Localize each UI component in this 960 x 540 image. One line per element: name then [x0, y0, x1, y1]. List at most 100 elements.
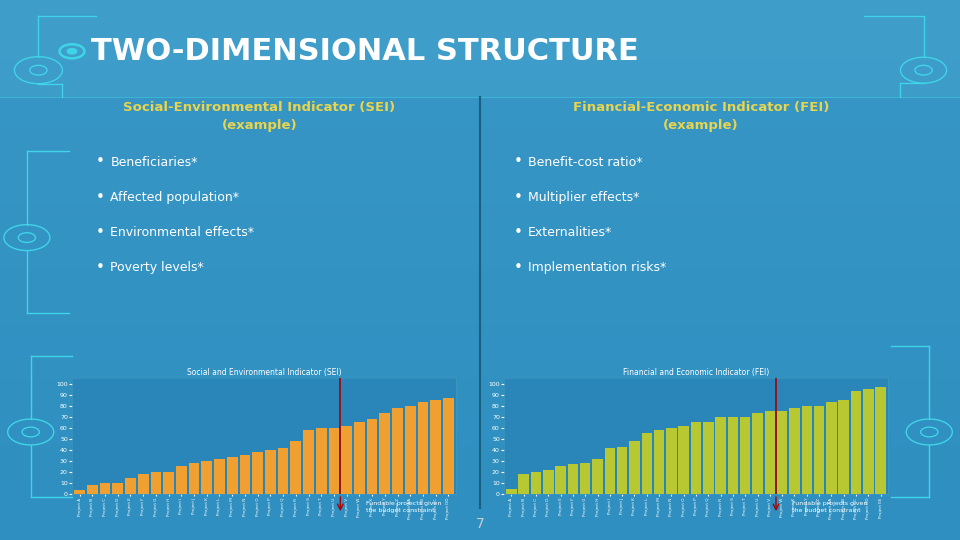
Bar	[802, 406, 812, 494]
Text: Affected population*: Affected population*	[110, 191, 239, 204]
Text: Beneficiaries*: Beneficiaries*	[110, 156, 198, 168]
Bar	[592, 458, 603, 494]
Bar	[0, 249, 960, 256]
Bar	[0, 94, 960, 102]
Bar	[0, 291, 960, 297]
Bar	[0, 102, 960, 108]
Bar	[715, 417, 726, 494]
Bar	[556, 467, 565, 494]
Text: •: •	[96, 260, 105, 275]
Bar	[0, 183, 960, 189]
Bar	[0, 534, 960, 540]
Bar	[0, 243, 960, 249]
Bar	[0, 68, 960, 74]
Bar	[814, 406, 825, 494]
Bar	[703, 422, 713, 494]
Bar	[0, 480, 960, 486]
Bar	[0, 351, 960, 357]
Bar	[0, 20, 960, 27]
Bar	[405, 406, 416, 494]
Text: •: •	[514, 225, 522, 240]
Bar	[740, 417, 751, 494]
Bar	[0, 209, 960, 216]
Bar	[0, 372, 960, 378]
Bar	[605, 448, 615, 494]
Bar	[0, 47, 960, 54]
Bar	[0, 256, 960, 263]
Bar	[0, 452, 960, 459]
Bar	[0, 176, 960, 183]
Bar	[0, 405, 960, 411]
Text: •: •	[96, 225, 105, 240]
Bar	[0, 519, 960, 526]
Bar	[0, 324, 960, 330]
Bar	[666, 428, 677, 494]
Title: Social and Environmental Indicator (SEI): Social and Environmental Indicator (SEI)	[186, 368, 342, 377]
Bar	[838, 400, 849, 494]
Bar	[0, 364, 960, 372]
Bar	[430, 400, 441, 494]
Text: 7: 7	[475, 517, 485, 531]
Text: Externalities*: Externalities*	[528, 226, 612, 239]
Bar	[0, 432, 960, 438]
Bar	[0, 330, 960, 338]
Bar	[0, 392, 960, 399]
Bar	[0, 14, 960, 20]
Bar	[0, 122, 960, 128]
Bar	[0, 486, 960, 492]
Bar	[379, 414, 390, 494]
Text: •: •	[96, 190, 105, 205]
Bar	[277, 448, 288, 494]
Text: •: •	[96, 154, 105, 170]
Title: Financial and Economic Indicator (FEI): Financial and Economic Indicator (FEI)	[623, 368, 769, 377]
Bar	[0, 270, 960, 276]
Bar	[0, 115, 960, 122]
Bar	[290, 441, 301, 494]
Bar	[876, 387, 886, 494]
Bar	[0, 230, 960, 237]
Bar	[0, 513, 960, 519]
Bar	[0, 202, 960, 209]
Bar	[0, 338, 960, 345]
Text: Implementation risks*: Implementation risks*	[528, 261, 666, 274]
Bar	[0, 156, 960, 162]
Bar	[789, 408, 800, 494]
Bar	[0, 345, 960, 351]
Bar	[0, 6, 960, 14]
Bar	[367, 419, 377, 494]
Bar	[0, 27, 960, 33]
Bar	[112, 483, 123, 494]
Bar	[214, 458, 225, 494]
Bar	[0, 60, 960, 68]
Bar	[629, 441, 639, 494]
Bar	[125, 477, 136, 494]
Bar	[0, 418, 960, 426]
Bar	[0, 0, 960, 6]
Bar	[0, 358, 960, 365]
Bar	[252, 452, 263, 494]
Bar	[0, 317, 960, 324]
Bar	[0, 303, 960, 310]
Bar	[0, 81, 960, 87]
Bar	[518, 474, 529, 494]
Bar	[316, 428, 326, 494]
Bar	[0, 459, 960, 465]
Bar	[0, 446, 960, 453]
Bar	[0, 493, 960, 500]
Bar	[0, 148, 960, 156]
Bar	[0, 237, 960, 243]
Bar	[0, 507, 960, 513]
Bar	[443, 398, 454, 494]
Bar	[265, 450, 276, 494]
Text: Fundable projects given
the budget constraint: Fundable projects given the budget const…	[792, 501, 868, 512]
Bar	[227, 456, 238, 494]
Bar	[777, 411, 787, 494]
Text: Multiplier effects*: Multiplier effects*	[528, 191, 639, 204]
Bar	[87, 485, 98, 494]
Text: Social-Environmental Indicator (SEI)
(example): Social-Environmental Indicator (SEI) (ex…	[123, 100, 396, 132]
Bar	[0, 472, 960, 480]
Bar	[0, 162, 960, 168]
Bar	[74, 490, 85, 494]
Bar	[163, 472, 174, 494]
Bar	[753, 414, 763, 494]
